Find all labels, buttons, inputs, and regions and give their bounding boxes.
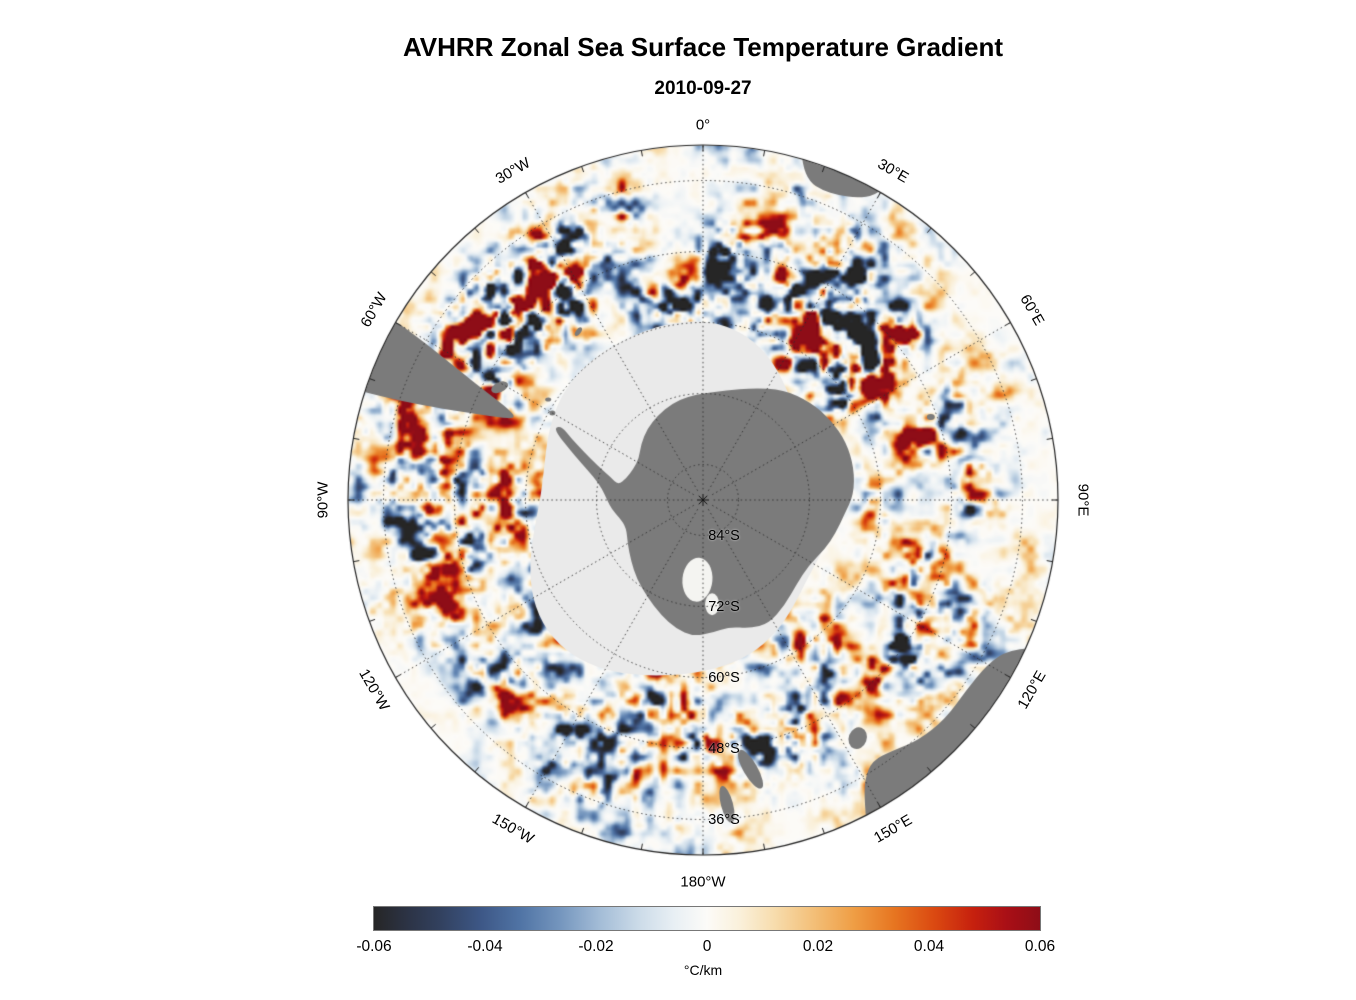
chart-title: AVHRR Zonal Sea Surface Temperature Grad… (402, 32, 1004, 62)
colorbar-gradient-bar (373, 906, 1041, 931)
colorbar-unit-label: °C/km (683, 962, 723, 978)
chart-date-subtitle: 2010-09-27 (654, 78, 752, 99)
